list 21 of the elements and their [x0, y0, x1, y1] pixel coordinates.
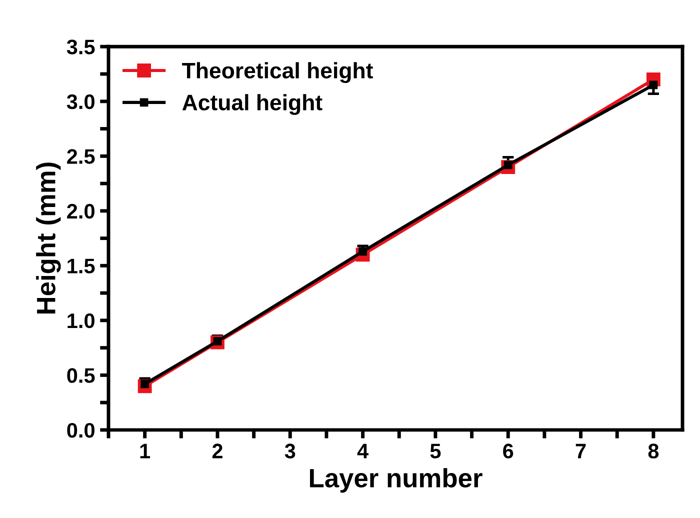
- y-tick-label: 3.0: [66, 94, 94, 110]
- y-tick-label: 1.0: [68, 313, 94, 328]
- point: [649, 80, 658, 90]
- y-tick-label: 3.5: [66, 40, 95, 54]
- y-tick-label: 0.0: [67, 422, 94, 438]
- x-tick-label: 3: [284, 444, 296, 458]
- y-tick-label: 0.5: [67, 368, 95, 383]
- x-tick-label: 6: [503, 444, 514, 458]
- y-tick-label: 2.0: [67, 204, 94, 219]
- x-tick-label: 5: [430, 444, 441, 458]
- x-axis-title: Layer number: [310, 468, 482, 493]
- legend-label: Theoretical height: [182, 62, 373, 83]
- legend-label: Actual height: [182, 94, 322, 115]
- x-tick-label: 1: [140, 444, 150, 458]
- x-tick-label: 7: [576, 444, 586, 458]
- x-tick-label: 4: [357, 444, 368, 458]
- y-axis-title: Height (mm): [36, 162, 61, 314]
- y-tick-label: 1.5: [68, 258, 95, 274]
- x-tick-label: 8: [648, 444, 659, 458]
- x-tick-label: 2: [212, 444, 222, 458]
- y-tick-label: 2.5: [67, 149, 95, 164]
